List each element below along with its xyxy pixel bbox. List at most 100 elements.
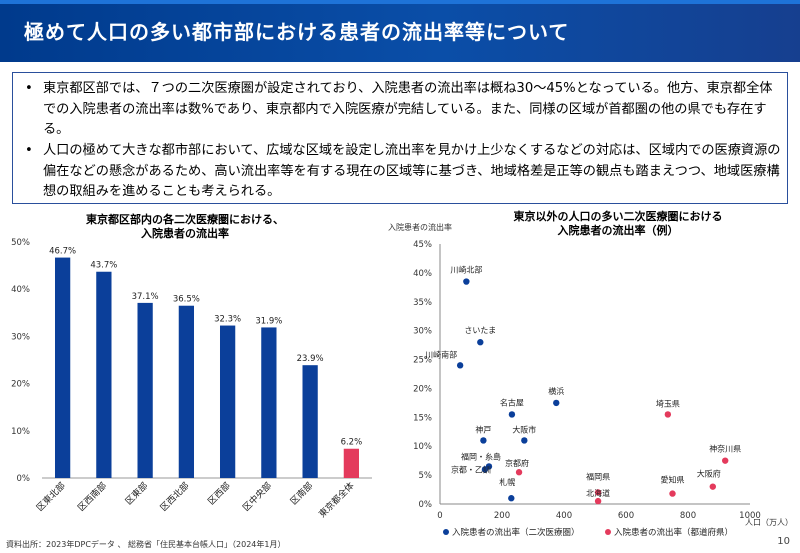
bar	[54, 257, 71, 478]
scatter-y-tick-label: 5%	[419, 471, 433, 481]
bar-y-tick-label: 50%	[11, 238, 30, 248]
page-title: 極めて人口の多い都市部における患者の流出率等について	[24, 20, 570, 44]
scatter-point-medical-area	[477, 339, 484, 346]
scatter-chart-title-line-2: 入院患者の流出率（例）	[558, 223, 679, 237]
summary-bullet-1: • 東京都区部では、７つの二次医療圏が設定されており、入院患者の流出率は概ね30…	[21, 79, 781, 141]
scatter-point-label: 北海道	[586, 488, 610, 498]
bar-chart-title-line-1: 東京都区部内の各二次医療圏における、	[86, 212, 284, 226]
scatter-point-medical-area	[480, 437, 487, 444]
bar	[302, 365, 318, 478]
scatter-y-tick-label: 35%	[413, 298, 432, 308]
scatter-point-label: 名古屋	[500, 397, 524, 407]
title-bar: 極めて人口の多い都市部における患者の流出率等について	[0, 0, 800, 62]
scatter-point-label: 横浜	[548, 386, 564, 396]
scatter-y-tick-label: 0%	[419, 500, 433, 510]
bar-category-label: 区西南部	[75, 480, 109, 514]
scatter-point-label: 福岡・糸島	[461, 451, 501, 461]
bar-category-label: 区東部	[123, 480, 151, 508]
scatter-x-tick-label: 400	[556, 511, 572, 521]
scatter-point-label: 川崎南部	[425, 349, 457, 359]
bar	[96, 271, 112, 478]
bar	[219, 325, 236, 478]
scatter-y-tick-label: 40%	[413, 269, 432, 279]
scatter-point-medical-area	[481, 466, 489, 473]
page-number: 10	[777, 536, 790, 547]
bar	[137, 302, 153, 478]
scatter-point-prefecture	[669, 490, 676, 497]
scatter-x-axis-label: 人口（万人）	[745, 518, 793, 527]
bullet-marker: •	[25, 81, 33, 96]
legend-label-medical-area: 入院患者の流出率（二次医療圏）	[452, 527, 580, 538]
scatter-point-medical-area	[456, 362, 464, 369]
bar-value-label: 6.2%	[341, 438, 363, 448]
scatter-point-prefecture	[722, 457, 729, 464]
scatter-x-tick-label: 1000	[739, 511, 761, 521]
bar-y-tick-label: 10%	[11, 427, 30, 437]
bar	[343, 448, 360, 478]
scatter-point-prefecture	[594, 489, 602, 496]
scatter-point-medical-area	[508, 495, 515, 502]
bar-category-label: 区西北部	[158, 480, 192, 514]
scatter-point-medical-area	[463, 278, 470, 285]
source-note: 資料出所：2023年DPCデータ 、 総務省「住民基本台帳人口」（2024年1月…	[6, 540, 286, 549]
scatter-point-prefecture	[709, 483, 716, 490]
bar-value-label: 32.3%	[214, 315, 241, 325]
bar-value-label: 31.9%	[255, 316, 282, 326]
bar-chart-title-line-2: 入院患者の流出率	[141, 226, 229, 240]
bar-value-label: 23.9%	[297, 354, 324, 364]
scatter-chart-title-line-1: 東京以外の人口の多い二次医療圏における	[514, 209, 723, 223]
scatter-point-label: 川崎北部	[450, 265, 482, 275]
legend-label-prefecture: 入院患者の流出率（都道府県）	[614, 527, 733, 538]
bar-y-tick-label: 30%	[11, 332, 30, 342]
scatter-point-prefecture	[664, 411, 672, 418]
bar-value-label: 46.7%	[49, 247, 76, 257]
scatter-point-label: 大阪市	[512, 424, 536, 434]
scatter-x-tick-label: 0	[437, 511, 442, 521]
scatter-point-label: 愛知県	[661, 475, 685, 485]
scatter-point-label: 札幌	[499, 477, 515, 487]
scatter-y-tick-label: 15%	[413, 413, 432, 423]
scatter-point-label: 京都・乙訓	[451, 464, 491, 474]
bar-y-tick-label: 20%	[11, 380, 30, 390]
bar-value-label: 36.5%	[173, 295, 200, 305]
scatter-point-prefecture	[594, 497, 602, 505]
scatter-x-tick-label: 200	[494, 511, 510, 521]
bar-value-label: 37.1%	[132, 292, 159, 302]
bar-y-tick-label: 0%	[17, 474, 31, 484]
title-accent-line	[0, 0, 800, 4]
bar	[178, 305, 195, 478]
bullet-marker: •	[25, 143, 33, 158]
scatter-point-label: 福岡県	[586, 472, 610, 481]
summary-box: • 東京都区部では、７つの二次医療圏が設定されており、入院患者の流出率は概ね30…	[12, 72, 788, 204]
scatter-x-tick-label: 600	[618, 511, 634, 521]
scatter-point-label: 京都府	[505, 458, 529, 468]
scatter-y-tick-label: 25%	[413, 356, 432, 366]
bar-category-label: 区南部	[288, 480, 316, 508]
summary-bullet-2: • 人口の極めて大きな都市部において、広域な区域を設定し流出率を見かけ上少なくす…	[21, 141, 781, 203]
bar-category-label: 区中央部	[240, 480, 274, 514]
scatter-y-tick-label: 10%	[413, 442, 432, 452]
scatter-y-tick-label: 30%	[413, 327, 432, 337]
scatter-point-label: 神奈川県	[709, 444, 741, 454]
bar-value-label: 43.7%	[90, 261, 117, 271]
bar-chart: 東京都区部内の各二次医療圏における、 入院患者の流出率 0% 10% 20% 30% 4…	[11, 212, 372, 520]
bar-category-label: 区西部	[205, 480, 233, 508]
scatter-point-medical-area	[521, 437, 528, 444]
scatter-point-label: 大阪府	[697, 469, 721, 479]
scatter-point-medical-area	[508, 411, 516, 418]
bar-category-label: 区東北部	[34, 480, 68, 514]
summary-bullet-text: 東京都区部では、７つの二次医療圏が設定されており、入院患者の流出率は概ね30～4…	[43, 81, 773, 137]
scatter-y-tick-label: 20%	[413, 384, 432, 394]
scatter-x-tick-label: 800	[680, 511, 696, 521]
bar	[261, 327, 277, 478]
bar-category-label: 東京都全体	[316, 480, 356, 520]
scatter-point-prefecture	[515, 469, 523, 476]
scatter-chart: 東京以外の人口の多い二次医療圏における 入院患者の流出率（例） 入院患者の流出率…	[388, 209, 793, 538]
scatter-point-medical-area	[553, 399, 560, 407]
summary-bullet-text: 人口の極めて大きな都市部において、広域な区域を設定し流出率を見かけ上少なくするな…	[43, 143, 781, 199]
scatter-point-label: 神戸	[475, 424, 491, 434]
scatter-y-tick-label: 45%	[413, 240, 432, 250]
scatter-point-label: さいたま	[464, 326, 496, 335]
legend-marker-medical-area	[443, 529, 449, 535]
scatter-point-label: 埼玉県	[656, 398, 680, 408]
